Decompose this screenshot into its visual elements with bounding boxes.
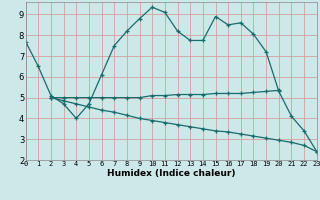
X-axis label: Humidex (Indice chaleur): Humidex (Indice chaleur) [107,169,236,178]
